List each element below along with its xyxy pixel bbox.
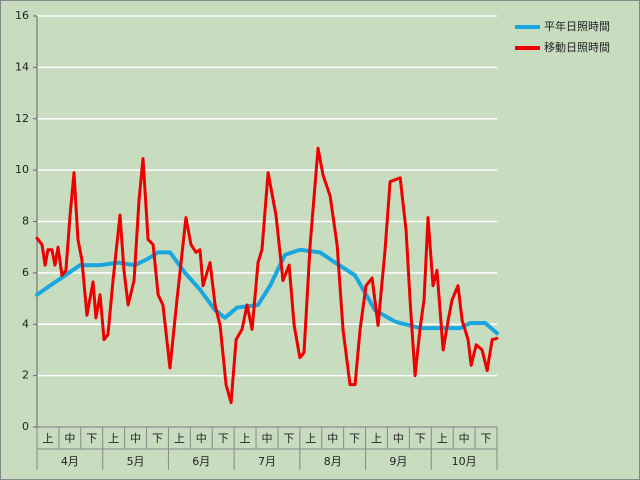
y-tick-label: 16: [15, 9, 29, 22]
y-tick-label: 10: [15, 163, 29, 176]
x-tick-label: 中: [130, 432, 141, 445]
x-tick-label: 下: [481, 432, 492, 445]
x-tick-label: 中: [196, 432, 207, 445]
y-tick-label: 4: [22, 317, 29, 330]
group-label: 4月: [61, 455, 79, 468]
legend-label: 移動日照時間: [544, 40, 610, 54]
y-tick-label: 14: [15, 60, 29, 73]
group-label: 8月: [324, 455, 342, 468]
x-tick-label: 下: [86, 432, 97, 445]
group-label: 6月: [192, 455, 210, 468]
x-tick-label: 中: [393, 432, 404, 445]
x-tick-label: 上: [371, 432, 382, 445]
x-tick-label: 上: [437, 432, 448, 445]
group-label: 7月: [258, 455, 276, 468]
x-tick-label: 中: [64, 432, 75, 445]
x-tick-label: 上: [240, 432, 251, 445]
x-tick-label: 中: [262, 432, 273, 445]
legend-label: 平年日照時間: [544, 19, 610, 33]
x-tick-label: 下: [349, 432, 360, 445]
x-tick-label: 下: [283, 432, 294, 445]
y-tick-label: 6: [22, 266, 29, 279]
x-tick-label: 上: [42, 432, 53, 445]
x-tick-label: 中: [459, 432, 470, 445]
group-label: 5月: [127, 455, 145, 468]
y-tick-label: 12: [15, 112, 29, 125]
y-tick-label: 0: [22, 420, 29, 433]
x-tick-label: 上: [305, 432, 316, 445]
y-tick-label: 8: [22, 215, 29, 228]
x-tick-label: 上: [174, 432, 185, 445]
data-line: [35, 146, 499, 405]
group-label: 10月: [452, 455, 477, 468]
x-tick-label: 上: [108, 432, 119, 445]
y-tick-label: 2: [22, 369, 29, 382]
data-line: [35, 247, 499, 336]
x-tick-label: 下: [152, 432, 163, 445]
x-tick-label: 下: [415, 432, 426, 445]
x-tick-label: 中: [327, 432, 338, 445]
group-label: 9月: [389, 455, 407, 468]
x-tick-label: 下: [218, 432, 229, 445]
